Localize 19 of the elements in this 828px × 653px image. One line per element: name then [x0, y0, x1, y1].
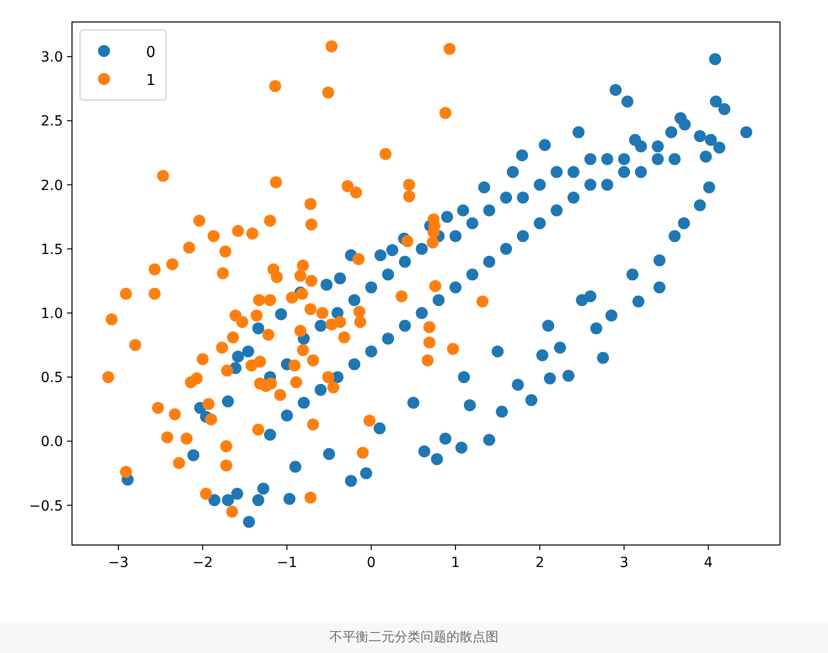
x-tick-label: 0	[366, 555, 376, 571]
x-tick-label: 1	[451, 555, 460, 571]
y-tick-label: 0.0	[40, 434, 63, 450]
x-tick-label: −2	[192, 555, 213, 571]
x-tick-label: 2	[535, 555, 544, 571]
legend-label: 1	[146, 71, 156, 89]
y-tick-label: 2.5	[40, 114, 63, 130]
x-tick-label: −1	[276, 555, 298, 571]
y-tick-label: 2.0	[40, 178, 63, 194]
x-tick-label: 3	[620, 555, 629, 571]
y-tick-label: 3.0	[40, 50, 63, 66]
y-tick-label: 0.5	[40, 370, 63, 386]
legend-label: 0	[146, 43, 156, 61]
y-tick-label: 1.0	[40, 306, 63, 322]
x-tick-label: 4	[704, 555, 713, 571]
y-tick-label: −0.5	[29, 498, 63, 514]
x-tick-label: −3	[108, 555, 129, 571]
text: 不平衡二元分类问题的散点图	[0, 622, 828, 653]
y-tick-label: 1.5	[40, 242, 63, 258]
